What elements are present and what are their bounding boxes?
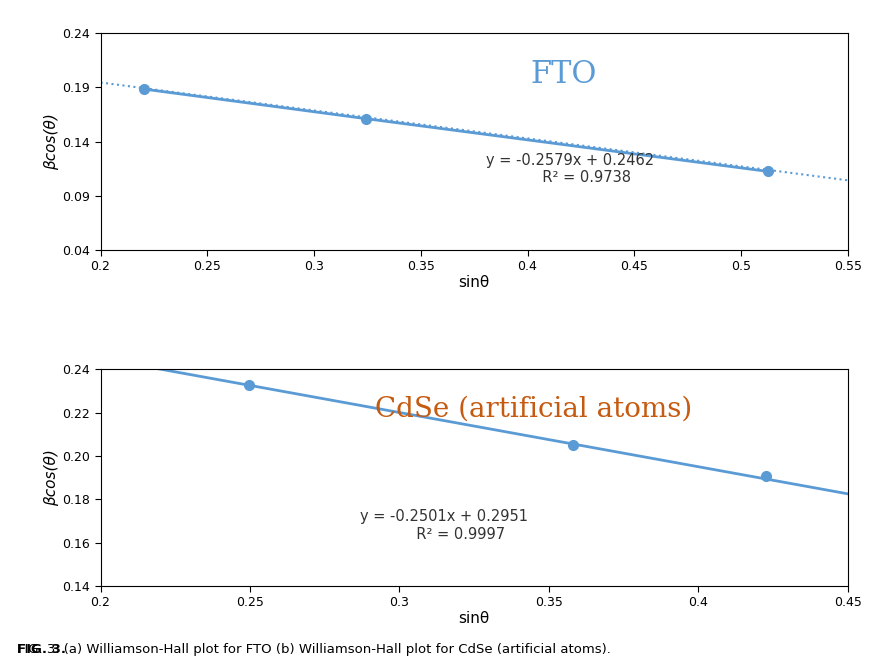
Y-axis label: βcos(θ): βcos(θ) [45,450,59,506]
Text: y = -0.2501x + 0.2951
       R² = 0.9997: y = -0.2501x + 0.2951 R² = 0.9997 [360,509,528,541]
X-axis label: sinθ: sinθ [459,275,489,290]
Text: FIG. 3. (a) Williamson-Hall plot for FTO (b) Williamson-Hall plot for CdSe (arti: FIG. 3. (a) Williamson-Hall plot for FTO… [17,643,611,656]
Y-axis label: βcos(θ): βcos(θ) [45,113,59,170]
Text: y = -0.2579x + 0.2462
       R² = 0.9738: y = -0.2579x + 0.2462 R² = 0.9738 [486,153,655,185]
Text: CdSe (artificial atoms): CdSe (artificial atoms) [375,396,692,422]
Text: FIG. 3.: FIG. 3. [17,643,71,656]
X-axis label: sinθ: sinθ [459,611,489,626]
Text: FTO: FTO [531,59,597,91]
